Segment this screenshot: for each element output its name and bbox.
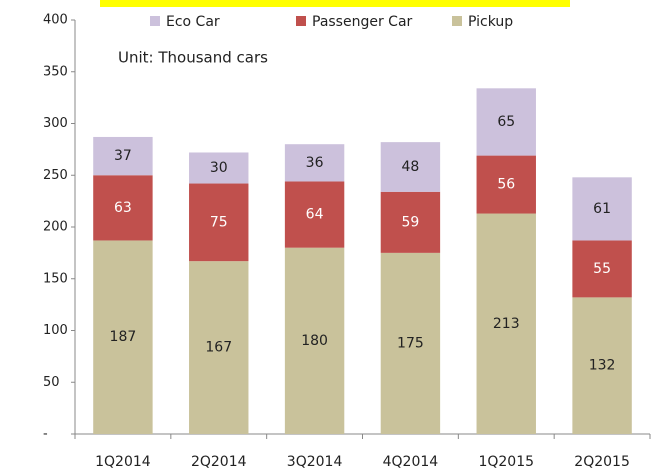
x-tick-label: 4Q2014 xyxy=(383,454,439,470)
unit-annotation: Unit: Thousand cars xyxy=(118,49,268,67)
bar-segment xyxy=(572,177,632,241)
value-label: 187 xyxy=(110,329,137,345)
y-tick-label: 350 xyxy=(43,64,68,79)
bar-segment xyxy=(572,240,632,298)
value-label: 48 xyxy=(402,159,420,175)
value-label: 61 xyxy=(593,201,611,217)
bar-segment xyxy=(476,88,536,156)
bar-segment xyxy=(572,297,632,434)
top-highlight xyxy=(100,0,570,7)
bar-segment xyxy=(189,261,249,434)
value-label: 30 xyxy=(210,160,228,176)
legend-swatch xyxy=(452,16,462,26)
bar-segment xyxy=(93,240,153,434)
bar-segment xyxy=(380,142,441,192)
bar-segment xyxy=(284,247,345,434)
y-tick-label: 50 xyxy=(43,375,60,390)
value-label: 75 xyxy=(210,214,228,230)
y-tick-label: 300 xyxy=(43,116,68,131)
bar-segment xyxy=(189,183,249,262)
y-tick-label: 100 xyxy=(43,323,68,338)
value-label: 36 xyxy=(306,155,324,171)
bar-segment xyxy=(476,155,536,214)
bar-segment xyxy=(93,136,153,176)
value-label: 175 xyxy=(397,335,424,351)
legend-swatch xyxy=(296,16,306,26)
y-tick-label: 150 xyxy=(43,271,68,286)
bar-segment xyxy=(284,144,345,182)
value-label: 64 xyxy=(306,207,324,223)
legend-label: Pickup xyxy=(468,14,513,30)
y-tick-label: 250 xyxy=(43,168,68,183)
value-label: 213 xyxy=(493,316,520,332)
x-tick-label: 2Q2014 xyxy=(191,454,247,470)
bar-segment xyxy=(284,181,345,248)
x-tick-label: 1Q2015 xyxy=(478,454,534,470)
value-label: 59 xyxy=(402,214,420,230)
bar-segment xyxy=(380,191,441,253)
value-label: 56 xyxy=(497,177,515,193)
bar-segment xyxy=(476,213,536,434)
bar-segment xyxy=(380,252,441,434)
bar-segment xyxy=(93,175,153,241)
value-label: 63 xyxy=(114,200,132,216)
y-tick-label: 200 xyxy=(43,220,68,235)
value-label: 167 xyxy=(205,340,232,356)
legend-label: Passenger Car xyxy=(312,14,413,30)
y-tick-label: 400 xyxy=(43,13,68,28)
value-label: 180 xyxy=(301,333,328,349)
x-tick-label: 1Q2014 xyxy=(95,454,151,470)
value-label: 65 xyxy=(497,114,515,130)
legend-label: Eco Car xyxy=(166,14,220,30)
value-label: 132 xyxy=(589,358,616,374)
legend-swatch xyxy=(150,16,160,26)
y-tick-label: - xyxy=(43,427,48,442)
x-tick-label: 2Q2015 xyxy=(574,454,630,470)
x-tick-label: 3Q2014 xyxy=(287,454,343,470)
value-label: 55 xyxy=(593,261,611,277)
bar-segment xyxy=(189,152,249,184)
value-label: 37 xyxy=(114,148,132,164)
